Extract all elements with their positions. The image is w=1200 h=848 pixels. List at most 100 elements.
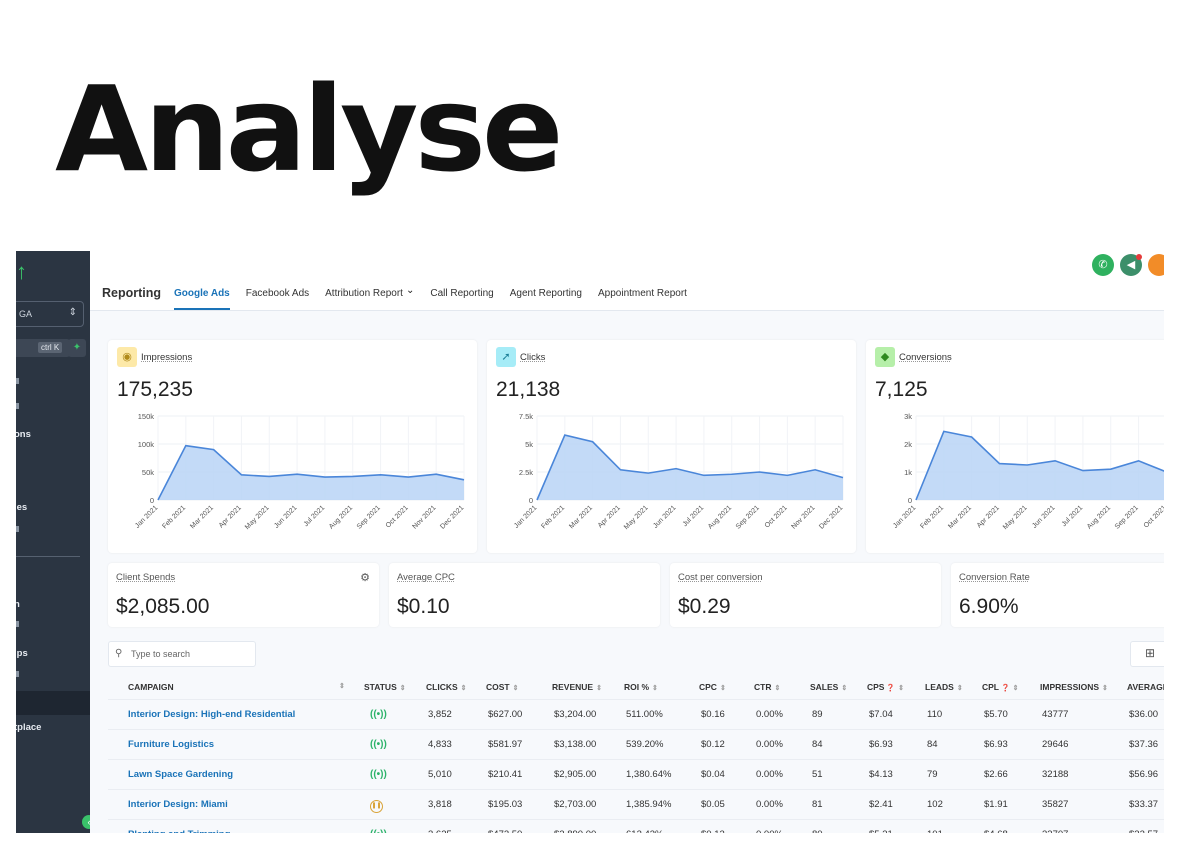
stat-label[interactable]: Client Spends (116, 572, 176, 583)
column-header[interactable]: REVENUE ⇕ (552, 682, 602, 692)
sort-icon[interactable]: ⇕ (898, 685, 905, 692)
column-header[interactable]: CAMPAIGN ⇕ (128, 682, 345, 692)
table-search: ⚲ (108, 641, 256, 667)
status-active-icon: ((•)) (370, 739, 387, 750)
sidebar-item-marker (16, 621, 19, 627)
stat-card-client-spends: Client Spends $2,085.00 ⚙ (108, 563, 379, 627)
collapse-toggle-icon[interactable]: ‹ (82, 815, 90, 829)
kpi-card-conversions: ◆ Conversions 7,125 0 1k 2k 3k Jan 2021 Feb 20… (866, 340, 1164, 553)
column-header[interactable]: IMPRESSIONS ⇕ (1040, 682, 1108, 692)
table-cell: 3,818 (428, 799, 452, 810)
grid-view-button[interactable]: ⊞ (1130, 641, 1164, 667)
sidebar-item[interactable]: tplace (16, 722, 42, 733)
tab-google-ads[interactable]: Google Ads (174, 288, 230, 310)
help-icon[interactable]: ❓ (884, 685, 896, 692)
column-header[interactable]: ROI % ⇕ (624, 682, 658, 692)
column-header-label: STATUS (364, 682, 397, 692)
column-header[interactable]: CPC ⇕ (699, 682, 726, 692)
x-tick-label: Feb 2021 (919, 504, 945, 530)
table-cell: $0.12 (701, 739, 725, 750)
chevron-down-icon: ⌄ (405, 285, 415, 296)
table-row[interactable]: Lawn Space Gardening ((•)) 5,010 $210.41 $2,… (108, 759, 1164, 789)
sort-icon[interactable]: ⇕ (1102, 685, 1108, 692)
campaign-link[interactable]: Lawn Space Gardening (128, 769, 234, 780)
phone-icon[interactable]: ✆ (1092, 254, 1114, 276)
campaign-link[interactable]: Interior Design: Miami (128, 799, 228, 810)
megaphone-icon[interactable]: ◀ (1120, 254, 1142, 276)
status-cell[interactable]: ((•)) (370, 769, 387, 780)
gear-icon[interactable]: ⚙ (360, 572, 370, 584)
header-icons: ✆ ◀ (1092, 254, 1164, 276)
sort-icon[interactable]: ⇕ (460, 685, 467, 692)
sort-icon[interactable]: ⇕ (719, 685, 726, 692)
stat-label[interactable]: Average CPC (397, 572, 455, 583)
kpi-label[interactable]: Impressions (141, 352, 193, 363)
quick-action-icon[interactable]: ✦ (68, 339, 86, 357)
column-header[interactable]: CPS ❓ ⇕ (867, 682, 904, 692)
sidebar-item[interactable]: n (16, 599, 20, 610)
sort-icon[interactable]: ⇕ (652, 685, 658, 692)
column-header[interactable]: CPL ❓ ⇕ (982, 682, 1019, 692)
table-cell: $32.57 (1129, 829, 1158, 833)
kpi-label[interactable]: Conversions (899, 352, 952, 363)
table-cell: 3,625 (428, 829, 452, 833)
sort-icon[interactable]: ⇕ (339, 683, 345, 690)
help-icon[interactable]: ❓ (999, 685, 1010, 692)
sort-icon[interactable]: ⇕ (774, 685, 781, 692)
location-switcher[interactable]: GA ⇕ (16, 301, 84, 327)
sidebar-item-marker (16, 403, 19, 409)
sort-icon[interactable]: ⇕ (512, 685, 519, 692)
tab-agent-reporting[interactable]: Agent Reporting (509, 288, 582, 299)
x-tick-label: Dec 2021 (439, 504, 465, 530)
sort-icon[interactable]: ⇕ (399, 685, 406, 692)
column-header[interactable]: LEADS ⇕ (925, 682, 963, 692)
sidebar-divider (16, 556, 80, 557)
sort-icon[interactable]: ⇕ (956, 685, 963, 692)
column-header[interactable]: AVERAGE (1127, 682, 1164, 692)
sidebar-item[interactable]: ons (16, 429, 31, 440)
tab-call-reporting[interactable]: Call Reporting (430, 288, 494, 299)
column-header[interactable]: CTR ⇕ (754, 682, 780, 692)
status-cell[interactable]: ❚❚ (370, 799, 383, 813)
x-tick-label: Sep 2021 (1114, 504, 1140, 530)
table-row[interactable]: Planting and Trimming ((•)) 3,625 $472.50 $2… (108, 819, 1164, 833)
table-cell: $581.97 (488, 739, 523, 750)
search-input[interactable] (131, 646, 251, 662)
status-cell[interactable]: ((•)) (370, 829, 387, 833)
stat-label[interactable]: Conversion Rate (959, 572, 1030, 583)
x-tick-label: Aug 2021 (1086, 504, 1112, 530)
sidebar-item[interactable]: ips (16, 648, 28, 659)
table-cell: $5.31 (869, 829, 893, 833)
sort-icon[interactable]: ⇕ (596, 685, 602, 692)
tab-facebook-ads[interactable]: Facebook Ads (245, 288, 310, 299)
stat-label[interactable]: Cost per conversion (678, 572, 763, 583)
tab-attribution-report[interactable]: Attribution Report (325, 288, 403, 299)
table-cell: $0.16 (701, 709, 725, 720)
tab-appointment-report[interactable]: Appointment Report (598, 288, 687, 299)
kpi-label[interactable]: Clicks (520, 352, 546, 363)
table-row[interactable]: Interior Design: High-end Residential ((•… (108, 699, 1164, 729)
campaign-link[interactable]: Interior Design: High-end Residential (128, 709, 296, 720)
table-row[interactable]: Interior Design: Miami ❚❚ 3,818 $195.03 $2,7… (108, 789, 1164, 819)
area-chart: 0 2.5k 5k 7.5k Jan 2021 Feb 2021 Mar 2021 Apr 2… (513, 412, 844, 531)
table-row[interactable]: Furniture Logistics ((•)) 4,833 $581.97 $3,1… (108, 729, 1164, 759)
column-header[interactable]: STATUS ⇕ (364, 682, 406, 692)
status-cell[interactable]: ((•)) (370, 739, 387, 750)
y-tick-label: 7.5k (519, 412, 533, 421)
y-tick-label: 0 (150, 496, 154, 505)
sort-icon[interactable]: ⇕ (1012, 685, 1019, 692)
sidebar-item[interactable]: ies (16, 502, 28, 513)
y-tick-label: 2.5k (519, 468, 533, 477)
column-header[interactable]: CLICKS ⇕ (426, 682, 467, 692)
column-header-label: CPL (982, 682, 999, 692)
sidebar-item-active[interactable] (16, 691, 90, 715)
campaign-link[interactable]: Furniture Logistics (128, 739, 215, 750)
sort-icon[interactable]: ⇕ (841, 685, 848, 692)
x-tick-label: Jun 2021 (273, 504, 298, 529)
column-header[interactable]: SALES ⇕ (810, 682, 847, 692)
campaign-link[interactable]: Planting and Trimming (128, 829, 230, 833)
table-cell: 102 (927, 799, 943, 810)
column-header[interactable]: COST ⇕ (486, 682, 519, 692)
status-cell[interactable]: ((•)) (370, 709, 387, 720)
user-avatar-icon[interactable] (1148, 254, 1164, 276)
